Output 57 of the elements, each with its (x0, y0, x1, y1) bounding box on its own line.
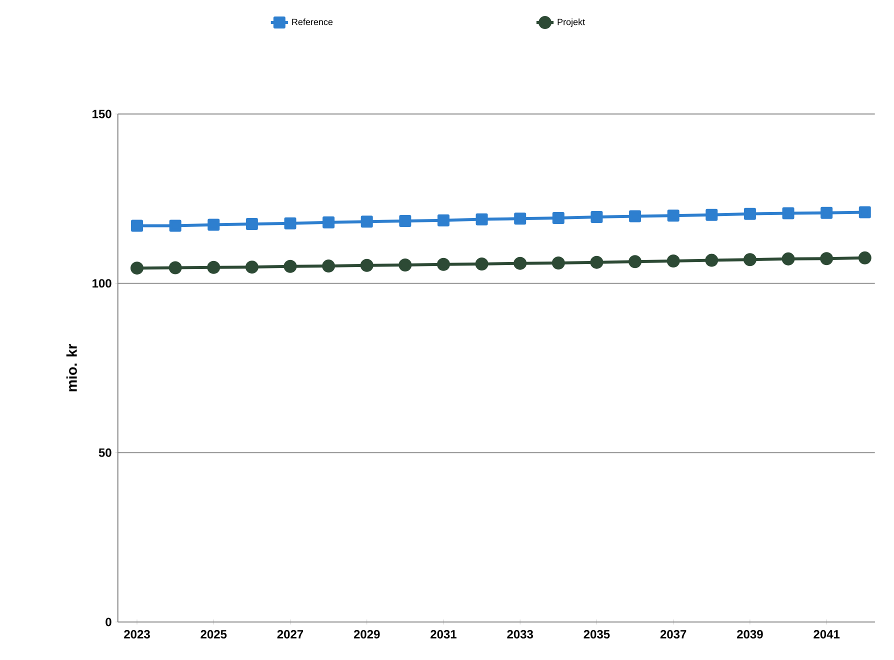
point (514, 256, 527, 270)
y-tick-label: 150 (92, 110, 112, 118)
point (514, 212, 526, 225)
point (705, 254, 718, 267)
point (820, 206, 833, 219)
point (169, 220, 182, 232)
x-tick-label: 2027 (277, 630, 304, 639)
point (208, 218, 220, 231)
x-tick-label: 2023 (124, 630, 150, 639)
point (168, 261, 182, 274)
point (130, 262, 144, 275)
point (552, 256, 565, 270)
legend-label: Reference (292, 18, 333, 26)
point (782, 252, 795, 266)
point (284, 217, 296, 230)
x-tick-label: 2033 (507, 630, 534, 639)
x-tick-label: 2039 (737, 630, 763, 639)
point (246, 218, 258, 230)
x-tick-label: 2037 (660, 630, 686, 639)
point (858, 206, 871, 218)
point (628, 255, 642, 268)
point (666, 254, 680, 268)
y-axis-title: mio. kr (66, 344, 77, 392)
point (629, 210, 642, 222)
point (706, 208, 718, 221)
point (284, 260, 297, 273)
point (552, 212, 564, 224)
point (476, 213, 488, 226)
point (322, 216, 335, 228)
y-tick-label: 50 (98, 448, 112, 457)
point (590, 210, 603, 223)
point (131, 220, 144, 232)
point (475, 258, 488, 271)
point (360, 216, 373, 228)
point (820, 252, 834, 266)
point (360, 258, 374, 272)
y-tick-label: 0 (106, 618, 112, 626)
point (398, 258, 412, 272)
point (245, 260, 258, 274)
point (744, 208, 756, 220)
point (782, 207, 794, 220)
x-tick-label: 2035 (584, 630, 610, 639)
point (667, 210, 680, 222)
point (436, 258, 450, 271)
point (207, 260, 220, 274)
y-tick-label: 100 (92, 279, 112, 288)
x-tick-label: 2025 (200, 630, 227, 639)
point (743, 253, 756, 266)
point (437, 214, 450, 226)
point (858, 251, 872, 264)
point (322, 260, 336, 273)
x-tick-label: 2041 (814, 630, 840, 639)
x-tick-label: 2029 (354, 630, 380, 639)
point (590, 256, 604, 269)
legend-label: Projekt (558, 18, 585, 27)
point (399, 215, 412, 228)
x-tick-label: 2031 (430, 630, 456, 639)
